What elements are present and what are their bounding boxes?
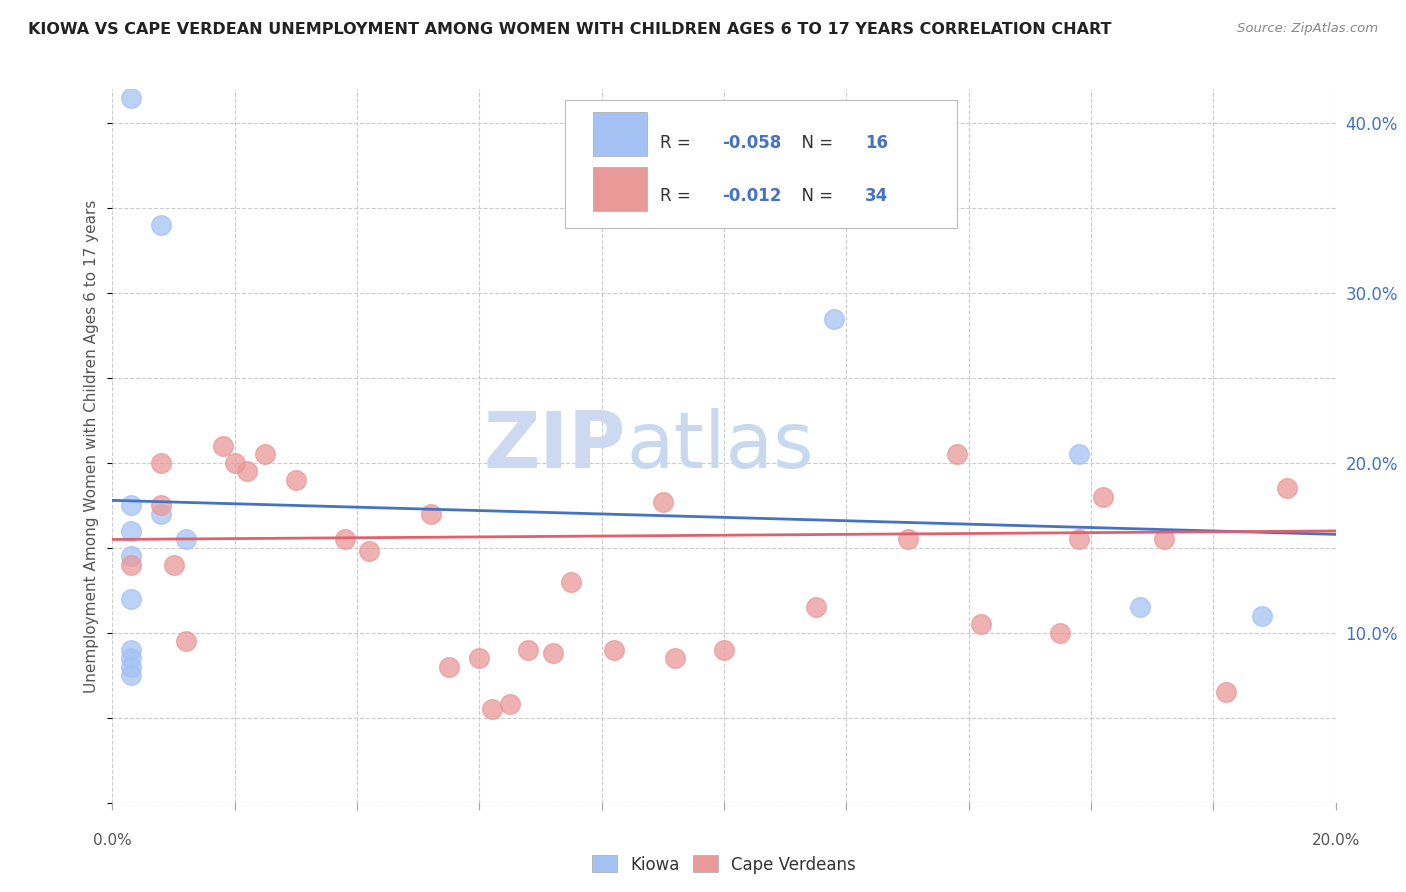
Point [1215, 685, 1237, 699]
Text: -0.058: -0.058 [721, 134, 780, 152]
Text: R =: R = [661, 186, 696, 204]
Point [150, 456, 173, 470]
Text: atlas: atlas [626, 408, 814, 484]
Text: 34: 34 [865, 186, 889, 204]
Point [664, 651, 686, 665]
Point [284, 473, 308, 487]
FancyBboxPatch shape [593, 112, 647, 156]
Point [499, 698, 522, 712]
Point [174, 634, 197, 648]
Point [419, 507, 441, 521]
Point [359, 544, 381, 558]
Point [150, 218, 173, 232]
Text: ZIP: ZIP [484, 408, 626, 484]
Text: 0.0%: 0.0% [93, 833, 132, 848]
Point [224, 456, 246, 470]
Point [652, 495, 675, 509]
FancyBboxPatch shape [565, 100, 956, 228]
Point [897, 533, 920, 547]
Point [333, 533, 356, 547]
Point [1049, 626, 1071, 640]
Point [437, 660, 460, 674]
Point [120, 668, 142, 682]
Y-axis label: Unemployment Among Women with Children Ages 6 to 17 years: Unemployment Among Women with Children A… [84, 199, 100, 693]
Point [120, 524, 142, 538]
Text: N =: N = [792, 186, 839, 204]
Point [1153, 533, 1175, 547]
Point [468, 651, 491, 665]
Text: 16: 16 [865, 134, 887, 152]
Text: KIOWA VS CAPE VERDEAN UNEMPLOYMENT AMONG WOMEN WITH CHILDREN AGES 6 TO 17 YEARS : KIOWA VS CAPE VERDEAN UNEMPLOYMENT AMONG… [28, 22, 1112, 37]
Point [120, 643, 142, 657]
Point [120, 591, 142, 606]
Point [150, 507, 173, 521]
Point [120, 499, 142, 513]
Point [560, 574, 582, 589]
Point [120, 91, 142, 105]
Point [823, 311, 845, 326]
Text: 20.0%: 20.0% [1312, 833, 1360, 848]
Point [603, 643, 626, 657]
Point [1129, 600, 1152, 615]
Point [236, 465, 259, 479]
Point [1251, 608, 1274, 623]
Legend: Kiowa, Cape Verdeans: Kiowa, Cape Verdeans [588, 850, 860, 879]
Point [120, 651, 142, 665]
Point [120, 558, 142, 572]
Point [254, 448, 277, 462]
Point [945, 448, 967, 462]
Point [211, 439, 233, 453]
Point [1092, 490, 1115, 504]
Point [481, 702, 503, 716]
Point [517, 643, 540, 657]
Point [120, 549, 142, 564]
Text: R =: R = [661, 134, 696, 152]
Point [713, 643, 735, 657]
Point [804, 600, 827, 615]
Point [1067, 533, 1090, 547]
Point [150, 499, 173, 513]
Point [174, 533, 197, 547]
Point [120, 660, 142, 674]
Point [970, 617, 993, 632]
Point [1275, 482, 1298, 496]
Point [1067, 448, 1090, 462]
Text: Source: ZipAtlas.com: Source: ZipAtlas.com [1237, 22, 1378, 36]
Point [541, 646, 564, 660]
Text: -0.012: -0.012 [721, 186, 780, 204]
Text: N =: N = [792, 134, 839, 152]
Point [163, 558, 186, 572]
FancyBboxPatch shape [593, 167, 647, 211]
